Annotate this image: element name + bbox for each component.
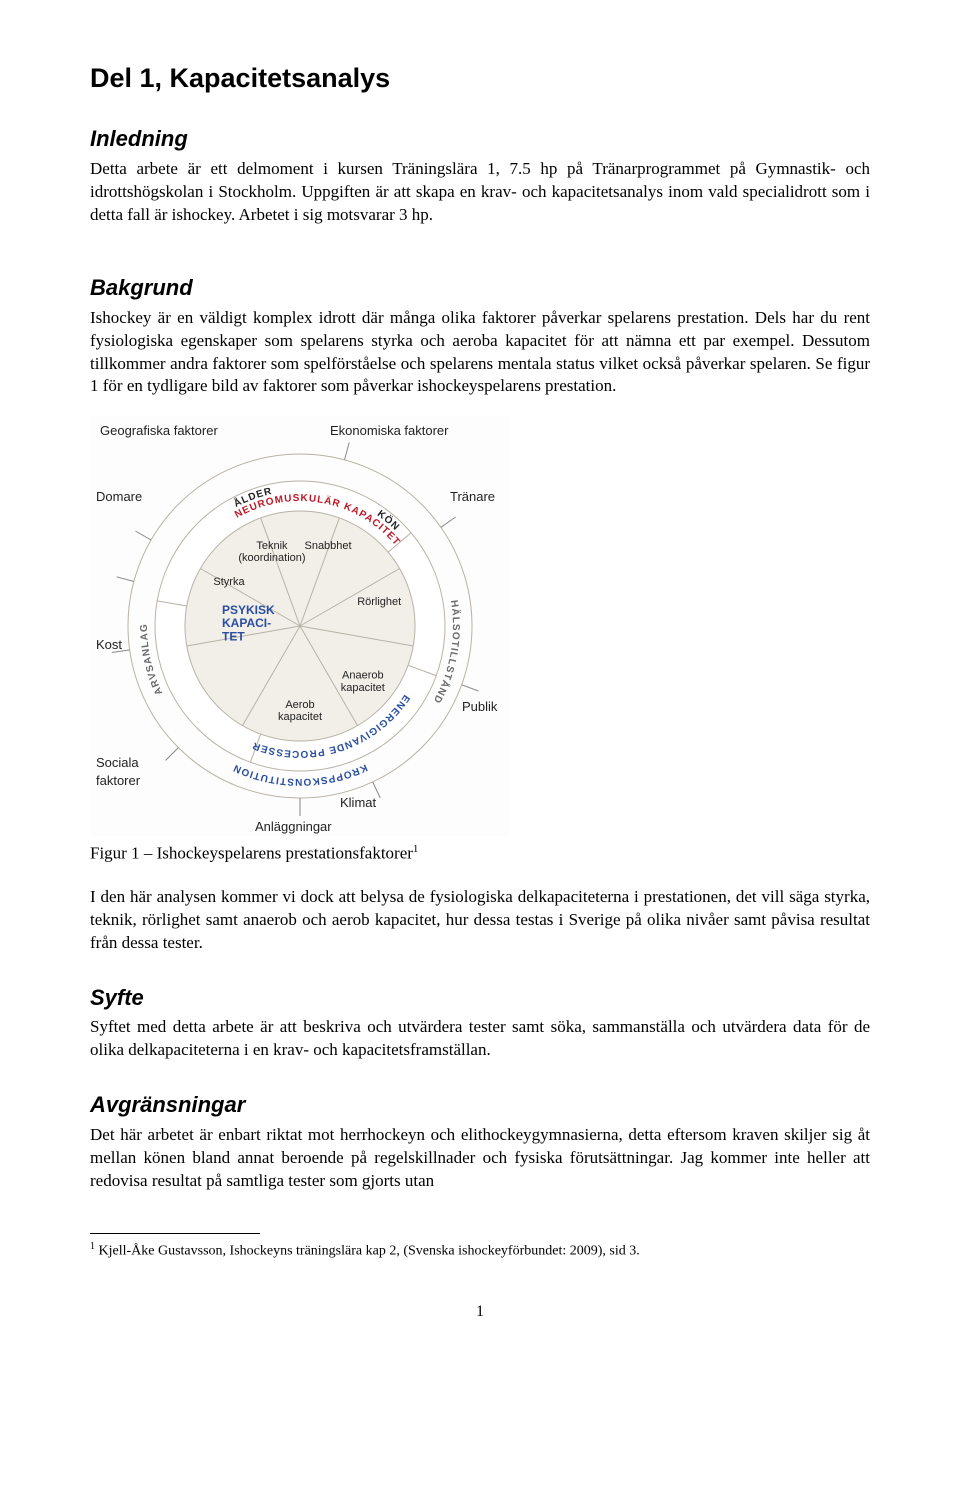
diagram-outer-label: Geografiska faktorer bbox=[100, 422, 218, 440]
wheel-diagram: PSYKISKKAPACI-TETStyrkaTeknik(koordinati… bbox=[90, 416, 510, 836]
figure-caption: Figur 1 – Ishockeyspelarens prestationsf… bbox=[90, 842, 870, 866]
heading-bakgrund: Bakgrund bbox=[90, 273, 870, 303]
footnote-rule bbox=[90, 1233, 260, 1234]
diagram-outer-label: Socialafaktorer bbox=[96, 754, 140, 789]
heading-syfte: Syfte bbox=[90, 983, 870, 1013]
figure-caption-text: Figur 1 – Ishockeyspelarens prestationsf… bbox=[90, 844, 413, 863]
diagram-outer-label: Tränare bbox=[450, 488, 495, 506]
svg-text:Anaerobkapacitet: Anaerobkapacitet bbox=[341, 670, 385, 694]
footnote: 1 Kjell-Åke Gustavsson, Ishockeyns träni… bbox=[90, 1240, 870, 1262]
heading-inledning: Inledning bbox=[90, 124, 870, 154]
diagram-outer-label: Ekonomiska faktorer bbox=[330, 422, 449, 440]
diagram-outer-label: Anläggningar bbox=[255, 818, 332, 836]
page-number: 1 bbox=[90, 1301, 870, 1323]
svg-text:Styrka: Styrka bbox=[213, 576, 245, 588]
paragraph-inledning: Detta arbete är ett delmoment i kursen T… bbox=[90, 158, 870, 227]
diagram-outer-label: Publik bbox=[462, 698, 497, 716]
paragraph-analys: I den här analysen kommer vi dock att be… bbox=[90, 886, 870, 955]
paragraph-avgransningar: Det här arbetet är enbart riktat mot her… bbox=[90, 1124, 870, 1193]
figure-caption-sup: 1 bbox=[413, 843, 419, 855]
diagram-outer-label: Domare bbox=[96, 488, 142, 506]
figure-1: PSYKISKKAPACI-TETStyrkaTeknik(koordinati… bbox=[90, 416, 870, 866]
svg-text:Snabbhet: Snabbhet bbox=[304, 540, 351, 552]
page-title: Del 1, Kapacitetsanalys bbox=[90, 60, 870, 96]
heading-avgransningar: Avgränsningar bbox=[90, 1090, 870, 1120]
svg-text:Rörlighet: Rörlighet bbox=[357, 596, 401, 608]
diagram-outer-label: Klimat bbox=[340, 794, 376, 812]
footnote-text: Kjell-Åke Gustavsson, Ishockeyns träning… bbox=[95, 1244, 640, 1259]
paragraph-syfte: Syftet med detta arbete är att beskriva … bbox=[90, 1016, 870, 1062]
paragraph-bakgrund: Ishockey är en väldigt komplex idrott dä… bbox=[90, 307, 870, 399]
diagram-outer-label: Kost bbox=[96, 636, 122, 654]
